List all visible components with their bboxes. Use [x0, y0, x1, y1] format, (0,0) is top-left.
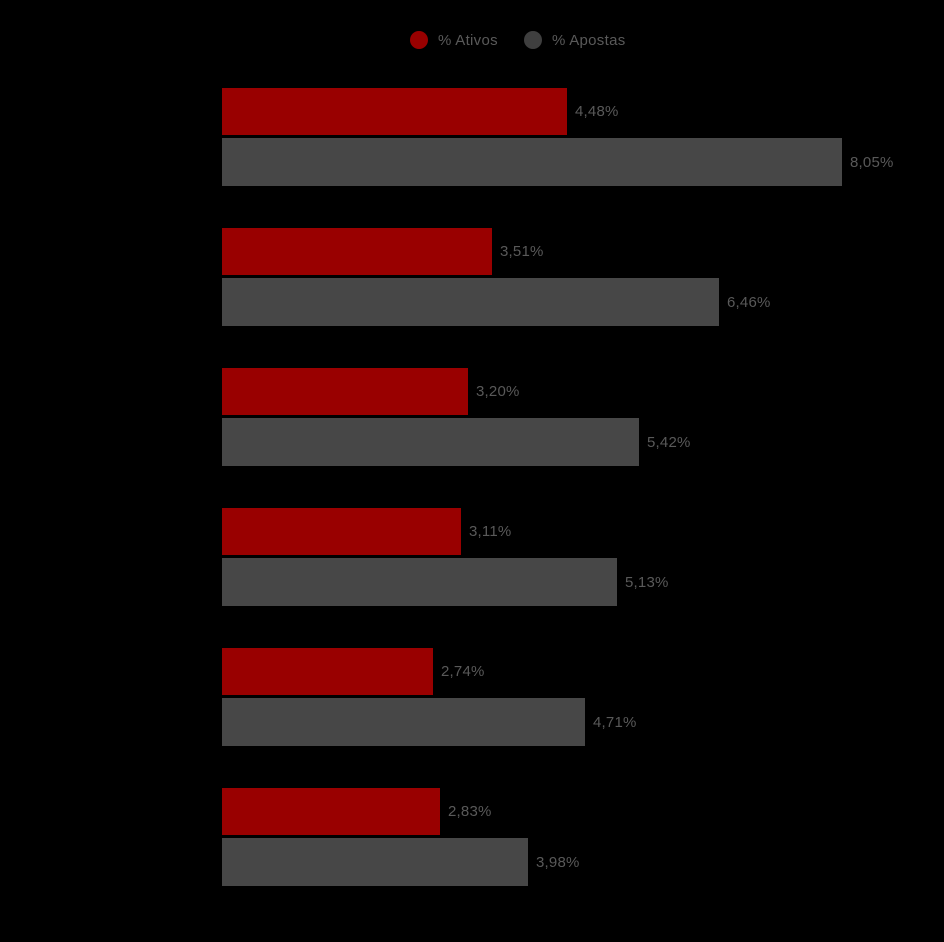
- legend-label-ativos: % Ativos: [438, 31, 498, 49]
- bar-ativos[interactable]: [222, 228, 492, 275]
- bar-row-ativos: 4,48%: [222, 88, 894, 135]
- bar-group: 3,11% 5,13%: [222, 508, 894, 606]
- bar-row-apostas: 5,42%: [222, 418, 894, 466]
- bar-apostas[interactable]: [222, 278, 719, 326]
- bar-value-label: 5,42%: [647, 433, 691, 451]
- bar-row-ativos: 3,51%: [222, 228, 894, 275]
- bar-value-label: 5,13%: [625, 573, 669, 591]
- legend-dot-apostas-icon: [523, 31, 542, 49]
- bar-group: 2,83% 3,98%: [222, 788, 894, 886]
- bar-apostas[interactable]: [222, 418, 639, 466]
- bar-value-label: 3,20%: [476, 383, 520, 400]
- bar-group: 3,51% 6,46%: [222, 228, 894, 326]
- bar-ativos[interactable]: [222, 788, 440, 835]
- bar-value-label: 4,48%: [575, 103, 619, 120]
- bar-row-ativos: 2,83%: [222, 788, 894, 835]
- legend-dot-ativos-icon: [410, 31, 428, 49]
- bar-row-apostas: 6,46%: [222, 278, 894, 326]
- legend-item-ativos[interactable]: % Ativos: [410, 31, 498, 49]
- bar-value-label: 8,05%: [850, 153, 894, 171]
- bar-group: 3,20% 5,42%: [222, 368, 894, 466]
- legend: % Ativos % Apostas: [410, 31, 626, 49]
- bar-row-ativos: 2,74%: [222, 648, 894, 695]
- bar-value-label: 3,11%: [469, 523, 512, 540]
- bar-row-apostas: 8,05%: [222, 138, 894, 186]
- bar-apostas[interactable]: [222, 558, 617, 606]
- bar-value-label: 3,98%: [536, 853, 580, 871]
- bar-chart: 4,48% 8,05% 3,51% 6,46% 3,20% 5,42% 3,11% 5,13%…: [222, 88, 894, 928]
- bar-ativos[interactable]: [222, 368, 468, 415]
- bar-value-label: 2,74%: [441, 663, 485, 680]
- bar-value-label: 6,46%: [727, 293, 771, 311]
- bar-value-label: 4,71%: [593, 713, 637, 731]
- bar-value-label: 3,51%: [500, 243, 544, 260]
- bar-apostas[interactable]: [222, 138, 842, 186]
- bar-value-label: 2,83%: [448, 803, 492, 820]
- bar-ativos[interactable]: [222, 88, 567, 135]
- bar-ativos[interactable]: [222, 508, 461, 555]
- bar-group: 4,48% 8,05%: [222, 88, 894, 186]
- bar-row-apostas: 3,98%: [222, 838, 894, 886]
- legend-label-apostas: % Apostas: [551, 31, 626, 49]
- bar-row-ativos: 3,11%: [222, 508, 894, 555]
- bar-row-ativos: 3,20%: [222, 368, 894, 415]
- bar-ativos[interactable]: [222, 648, 433, 695]
- bar-row-apostas: 4,71%: [222, 698, 894, 746]
- bar-apostas[interactable]: [222, 838, 528, 886]
- bar-apostas[interactable]: [222, 698, 585, 746]
- bar-row-apostas: 5,13%: [222, 558, 894, 606]
- bar-group: 2,74% 4,71%: [222, 648, 894, 746]
- legend-item-apostas[interactable]: % Apostas: [523, 31, 626, 49]
